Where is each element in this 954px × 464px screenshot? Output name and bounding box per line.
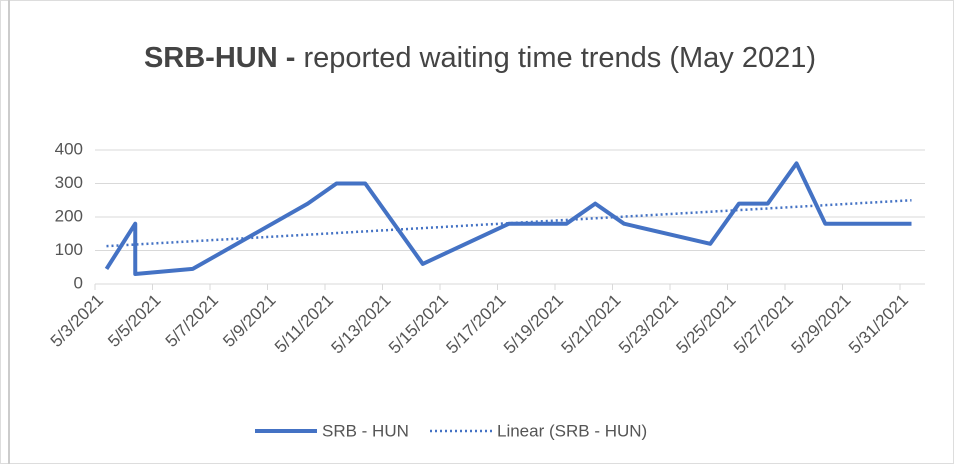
x-tick-label: 5/23/2021 bbox=[615, 291, 682, 358]
chart-title: SRB-HUN - reported waiting time trends (… bbox=[110, 36, 850, 80]
x-tick-label: 5/7/2021 bbox=[162, 291, 222, 351]
x-tick-label: 5/29/2021 bbox=[788, 291, 855, 358]
y-tick-label: 300 bbox=[55, 173, 83, 192]
y-tick-label: 0 bbox=[74, 273, 83, 292]
x-tick-label: 5/25/2021 bbox=[673, 291, 740, 358]
x-tick-label: 5/31/2021 bbox=[845, 291, 912, 358]
x-tick-label: 5/11/2021 bbox=[271, 291, 337, 357]
series-line bbox=[104, 161, 912, 276]
title-bold: SRB-HUN - bbox=[143, 42, 296, 74]
x-tick-label: 5/9/2021 bbox=[219, 291, 279, 351]
legend-label: Linear (SRB - HUN) bbox=[497, 421, 647, 440]
x-tick-label: 5/27/2021 bbox=[730, 291, 797, 358]
x-tick-label: 5/21/2021 bbox=[558, 291, 625, 358]
x-tick-label: 5/19/2021 bbox=[500, 291, 567, 358]
y-tick-label: 100 bbox=[55, 240, 83, 259]
x-tick-label: 5/17/2021 bbox=[443, 291, 510, 358]
x-tick-label: 5/3/2021 bbox=[47, 291, 107, 351]
legend-label: SRB - HUN bbox=[322, 421, 409, 440]
y-tick-label: 400 bbox=[55, 139, 83, 158]
x-tick-label: 5/15/2021 bbox=[385, 291, 452, 358]
trend-line bbox=[106, 199, 912, 248]
title-text: reported waiting time trends (May 2021) bbox=[303, 42, 817, 74]
x-tick-label: 5/5/2021 bbox=[104, 291, 164, 351]
y-tick-label: 200 bbox=[55, 206, 83, 225]
x-tick-label: 5/13/2021 bbox=[328, 291, 395, 358]
